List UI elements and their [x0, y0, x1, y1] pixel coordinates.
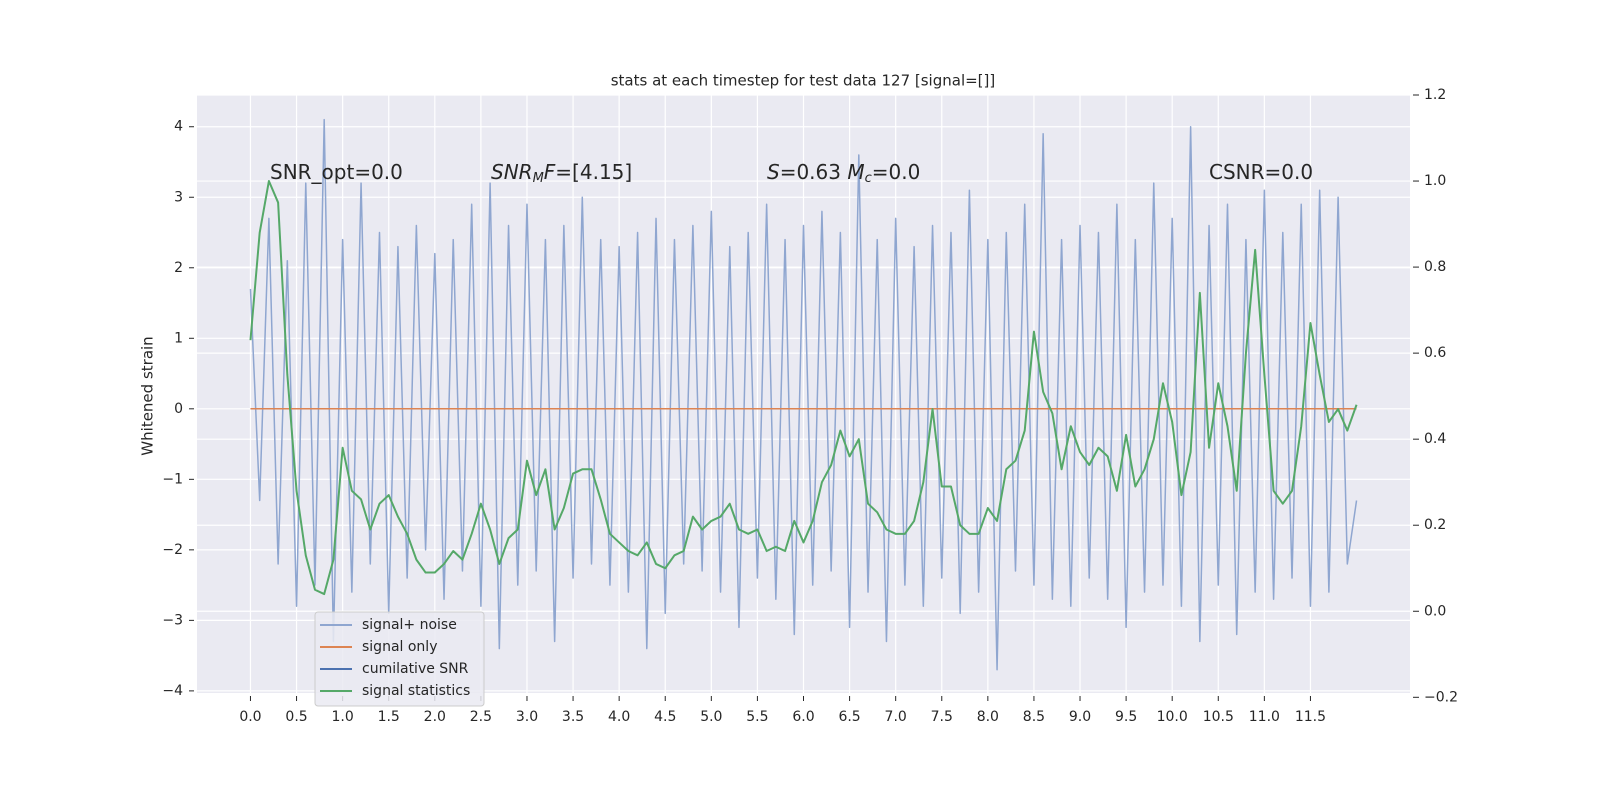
annotation-part: SNR_opt=0.0 — [270, 160, 403, 184]
y-tick-label: 2 — [174, 260, 183, 276]
x-tick-label: 10.5 — [1203, 709, 1234, 725]
y-axis-label: Whitened strain — [139, 336, 157, 455]
series-line — [249, 180, 1358, 596]
legend-box — [314, 611, 485, 707]
y-tick-label: −3 — [162, 612, 183, 628]
y-tick-label: −1 — [162, 471, 183, 487]
x-tick-label: 5.0 — [700, 709, 722, 725]
x-tick-label: 7.0 — [885, 709, 907, 725]
y2-tick-label: 1.0 — [1424, 173, 1446, 189]
y-tick-label: 1 — [174, 330, 183, 346]
y2-tick-label: 0.8 — [1424, 259, 1446, 275]
annotation-part: M — [533, 171, 544, 186]
annotation-part: =[4.15] — [555, 160, 632, 184]
x-tick-label: 1.5 — [378, 709, 400, 725]
x-tick-label: 6.0 — [792, 709, 814, 725]
y-tick-label: −4 — [162, 683, 183, 699]
y2-tick-label: 1.2 — [1424, 87, 1446, 103]
x-tick-label: 10.0 — [1157, 709, 1188, 725]
x-tick-label: 4.0 — [608, 709, 630, 725]
x-tick-label: 2.0 — [424, 709, 446, 725]
x-tick-label: 9.0 — [1069, 709, 1091, 725]
x-tick-label: 0.0 — [239, 709, 261, 725]
legend-label: cumilative SNR — [362, 661, 469, 677]
series-line — [249, 118, 1358, 671]
legend-label: signal statistics — [362, 683, 470, 699]
y-tick-label: 0 — [174, 401, 183, 417]
annotation: CSNR=0.0 — [1209, 160, 1313, 184]
annotation-part: M — [847, 160, 864, 184]
x-tick-label: 3.0 — [516, 709, 538, 725]
y2-tick-label: −0.2 — [1424, 689, 1458, 705]
x-tick-label: 9.5 — [1115, 709, 1137, 725]
x-tick-label: 11.0 — [1249, 709, 1280, 725]
x-tick-label: 5.5 — [746, 709, 768, 725]
annotation-part: =0.63 — [780, 160, 848, 184]
annotation: SNRMF=[4.15] — [491, 160, 632, 186]
legend-label: signal only — [362, 639, 437, 655]
y2-tick-label: 0.4 — [1424, 431, 1446, 447]
x-tick-label: 0.5 — [285, 709, 307, 725]
x-tick-label: 6.5 — [838, 709, 860, 725]
annotation: SNR_opt=0.0 — [270, 160, 403, 184]
annotation-part: SNR — [491, 160, 533, 184]
chart-title: stats at each timestep for test data 127… — [611, 72, 996, 90]
x-tick-label: 2.5 — [470, 709, 492, 725]
y-tick-label: −2 — [162, 542, 183, 558]
annotation-part: F — [544, 160, 556, 184]
x-tick-label: 11.5 — [1295, 709, 1326, 725]
annotation-part: S — [767, 160, 780, 184]
x-tick-label: 8.5 — [1023, 709, 1045, 725]
y-tick-label: 4 — [174, 119, 183, 135]
annotation-part: CSNR=0.0 — [1209, 160, 1313, 184]
annotation: S=0.63 Mc=0.0 — [767, 160, 920, 186]
x-tick-label: 3.5 — [562, 709, 584, 725]
grid — [197, 94, 1410, 693]
x-tick-label: 8.0 — [977, 709, 999, 725]
x-tick-label: 1.0 — [332, 709, 354, 725]
y2-tick-label: 0.0 — [1424, 603, 1446, 619]
y2-tick-label: 0.2 — [1424, 517, 1446, 533]
x-tick-label: 4.5 — [654, 709, 676, 725]
annotation-part: c — [865, 171, 872, 186]
y2-tick-label: 0.6 — [1424, 345, 1446, 361]
x-tick-label: 7.5 — [931, 709, 953, 725]
legend-label: signal+ noise — [362, 617, 457, 633]
y-tick-label: 3 — [174, 189, 183, 205]
annotation-part: =0.0 — [872, 160, 921, 184]
